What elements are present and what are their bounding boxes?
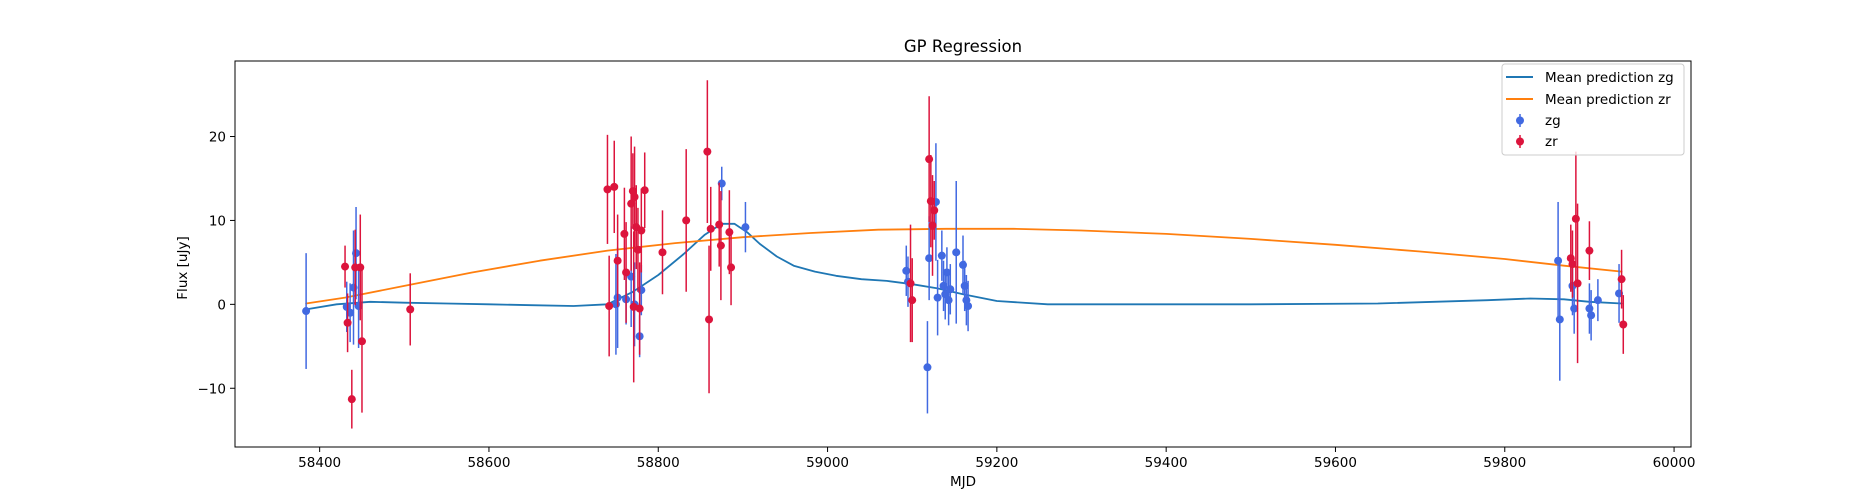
legend-label-zg: zg	[1545, 113, 1561, 129]
zr-point	[605, 302, 614, 311]
zr-point	[908, 296, 917, 305]
legend-swatch-zr-marker	[1516, 137, 1524, 146]
zr-point	[633, 245, 642, 254]
zg-point	[1554, 256, 1563, 265]
legend-box	[1501, 63, 1685, 156]
zr-point	[715, 220, 724, 229]
zr-point	[930, 206, 939, 215]
zr-point	[356, 263, 365, 272]
zr-point	[343, 318, 352, 327]
zr-point	[630, 192, 639, 201]
y-tick-label: 20	[209, 130, 226, 146]
zr-point	[1585, 246, 1594, 255]
x-tick-label: 58600	[467, 455, 510, 471]
y-axis-ticks: −10 0 10 20	[198, 130, 235, 397]
zr-point	[1573, 279, 1582, 288]
chart-title: GP Regression	[904, 37, 1022, 56]
observation-points	[302, 80, 1628, 429]
zg-point	[959, 260, 967, 269]
zr-point	[716, 241, 725, 250]
zr-point	[347, 395, 356, 404]
zg-point	[352, 249, 361, 258]
x-axis-ticks: 58400 58600 58800 59000 59200 59400 59600 59800…	[298, 447, 1696, 471]
zr-point	[341, 262, 350, 271]
zr-point	[925, 155, 934, 164]
zr-point	[610, 182, 619, 191]
zg-point	[933, 293, 942, 302]
plot-frame	[234, 60, 1692, 448]
legend-label-zg-line: Mean prediction zg	[1545, 70, 1674, 86]
zg-point	[342, 302, 351, 311]
zg-point	[937, 251, 946, 260]
zr-point	[637, 226, 646, 235]
zr-point	[622, 268, 631, 277]
zr-point	[705, 315, 714, 324]
zr-point	[682, 216, 691, 225]
zr-point	[1619, 320, 1628, 329]
x-tick-label: 58800	[637, 455, 680, 471]
zg-point	[944, 296, 953, 305]
x-tick-label: 59400	[1145, 455, 1188, 471]
zr-point	[928, 221, 937, 230]
y-tick-label: −10	[198, 381, 227, 397]
y-tick-label: 10	[209, 213, 226, 229]
x-axis-label: MJD	[950, 474, 976, 490]
zg-point	[942, 268, 951, 277]
zr-point	[725, 228, 734, 237]
x-tick-label: 59600	[1314, 455, 1357, 471]
zg-point	[1587, 311, 1596, 320]
zr-point	[706, 224, 715, 233]
zr-point	[620, 229, 629, 238]
x-tick-label: 60000	[1653, 455, 1696, 471]
y-tick-label: 0	[217, 297, 226, 313]
zg-point	[946, 285, 955, 294]
legend-label-zr: zr	[1545, 134, 1558, 150]
y-axis-label: Flux [uJy]	[175, 236, 191, 299]
zg-point	[952, 248, 961, 257]
zr-point	[703, 147, 712, 156]
x-tick-label: 58400	[298, 455, 341, 471]
zg-point	[741, 223, 750, 232]
zg-point	[611, 300, 620, 309]
legend-swatch-zg-marker	[1516, 116, 1524, 125]
x-tick-label: 59200	[975, 455, 1018, 471]
zr-point	[406, 305, 415, 314]
zr-mean-prediction-line	[305, 227, 1623, 305]
zr-point	[357, 337, 366, 346]
zg-point	[1555, 315, 1564, 324]
zr-point	[1571, 214, 1580, 223]
zg-point	[302, 307, 311, 316]
x-tick-label: 59800	[1483, 455, 1526, 471]
zg-point	[964, 302, 973, 311]
zr-point	[635, 304, 644, 313]
prediction-lines	[305, 222, 1623, 311]
zr-point	[640, 186, 649, 195]
zr-point	[658, 248, 667, 257]
zr-point	[906, 279, 915, 288]
zr-point	[603, 185, 612, 194]
zr-point	[1617, 275, 1626, 284]
zr-point	[613, 256, 622, 265]
zg-point	[1585, 304, 1594, 313]
zr-series	[341, 80, 1628, 429]
zg-point	[923, 363, 932, 372]
zg-point	[1570, 304, 1579, 313]
zg-point	[1593, 296, 1602, 305]
zr-point	[727, 263, 736, 272]
legend: Mean prediction zg Mean prediction zr zg…	[1501, 63, 1685, 156]
zg-point	[902, 266, 911, 275]
zg-point	[925, 254, 934, 263]
zg-mean-prediction-line	[305, 222, 1623, 311]
legend-label-zr-line: Mean prediction zr	[1545, 92, 1671, 108]
zr-point	[1568, 260, 1577, 269]
x-tick-label: 59000	[806, 455, 849, 471]
